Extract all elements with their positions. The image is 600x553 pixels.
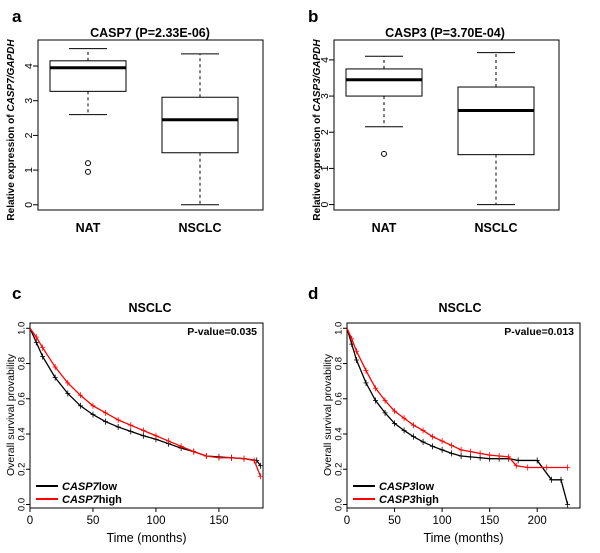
legend-entry: CASP3low (379, 481, 434, 493)
legend-entry-italic: CASP7 (62, 481, 100, 493)
legend-entry-italic: CASP3 (379, 481, 416, 493)
series-high (29, 327, 263, 480)
legend-entry-italic: CASP7 (62, 494, 100, 506)
y-axis-label: Overall survival provability (322, 353, 334, 476)
x-tick-label: 200 (528, 515, 547, 527)
y-tick-label: 0.4 (17, 427, 28, 440)
y-tick-label: 4 (23, 63, 35, 69)
y-axis-label: Relative expression of CASP7/GAPDH (6, 39, 17, 221)
p-value-annotation: P-value=0.035 (187, 326, 257, 338)
legend-entry-italic: CASP3 (379, 494, 416, 506)
x-tick-label: 50 (388, 515, 401, 527)
x-category-label: NAT (372, 221, 397, 235)
x-tick-label: 100 (433, 515, 452, 527)
box-iqr (49, 60, 127, 92)
y-tick-label: 0.0 (17, 498, 28, 511)
y-tick-label: 0.6 (17, 392, 28, 405)
x-tick-label: 50 (87, 515, 100, 527)
survival-curve (346, 328, 569, 505)
x-tick-label: 150 (480, 515, 499, 527)
y-tick-label: 0.8 (334, 357, 345, 370)
y-tick-label: 0.0 (334, 498, 345, 511)
x-category-label: NSCLC (474, 221, 517, 235)
y-tick-label: 0.2 (334, 463, 345, 476)
plot-frame (346, 322, 581, 509)
outlier-point (381, 150, 387, 157)
panel-d: d NSCLC 0.0 0.2 0.4 0.6 0.8 1.0 0 50 100 150 200 Time… (308, 284, 581, 545)
series-low (29, 328, 263, 469)
legend-entry: CASP3high (379, 494, 439, 506)
legend-entry-suffix: low (99, 481, 118, 493)
box-nat (345, 55, 423, 157)
box-nat (49, 48, 127, 175)
y-axis-label-text: Relative expression of (6, 112, 17, 221)
y-axis-label: Relative expression of CASP3/GAPDH (312, 39, 323, 221)
x-tick-label: 100 (146, 515, 165, 527)
x-category-label: NSCLC (178, 221, 221, 235)
chart-title: CASP3 (P=3.70E-04) (385, 26, 505, 40)
x-axis-label: Time (months) (423, 531, 503, 545)
y-tick-label: 0.4 (334, 427, 345, 440)
legend-entry: CASP7high (62, 494, 122, 506)
x-tick-label: 0 (344, 515, 350, 527)
box-nsclc (161, 53, 239, 206)
y-tick-label: 0.2 (17, 463, 28, 476)
series-high (346, 328, 571, 471)
y-tick-label: 4 (319, 57, 331, 63)
survival-curve (29, 327, 262, 477)
y-tick-label: 0 (319, 201, 331, 207)
x-category-label: NAT (76, 221, 101, 235)
plot-frame (333, 39, 560, 211)
y-tick-label: 1 (23, 167, 35, 173)
y-axis-label-italic: CASP3/GAPDH (312, 39, 323, 112)
survival-curve (29, 328, 262, 467)
panel-label-b: b (308, 7, 318, 26)
p-value-annotation: P-value=0.013 (504, 326, 574, 338)
y-tick-label: 0.8 (17, 357, 28, 370)
y-axis-label-italic: CASP7/GAPDH (6, 39, 17, 112)
legend-entry-suffix: low (416, 481, 435, 493)
panel-label-c: c (12, 284, 21, 303)
y-tick-label: 1.0 (17, 322, 28, 335)
y-axis-label-text: Relative expression of (312, 112, 323, 221)
panel-label-d: d (308, 284, 318, 303)
plot-frame (37, 39, 264, 211)
x-tick-label: 150 (209, 515, 228, 527)
chart-title: NSCLC (438, 301, 481, 315)
box-iqr (345, 68, 423, 97)
y-tick-label: 1 (319, 165, 331, 171)
legend-entry-suffix: high (99, 494, 122, 506)
box-iqr (161, 96, 239, 154)
legend-entry-suffix: high (416, 494, 439, 506)
chart-title: NSCLC (128, 301, 171, 315)
panel-label-a: a (12, 7, 22, 26)
plot-frame (29, 322, 264, 509)
chart-title: CASP7 (P=2.33E-06) (90, 26, 210, 40)
box-iqr (457, 86, 535, 156)
box-nsclc (457, 52, 535, 206)
survival-curve (346, 328, 568, 469)
y-tick-label: 3 (23, 98, 35, 104)
x-axis-label: Time (months) (106, 531, 186, 545)
series-low (346, 328, 571, 508)
y-tick-label: 3 (319, 93, 331, 99)
y-tick-label: 1.0 (334, 322, 345, 335)
y-tick-label: 0.6 (334, 392, 345, 405)
outlier-point (85, 160, 91, 167)
y-axis-label: Overall survival provability (5, 353, 17, 476)
legend-entry: CASP7low (62, 481, 117, 493)
y-tick-label: 2 (319, 129, 331, 135)
x-tick-label: 0 (27, 515, 33, 527)
outlier-point (85, 168, 91, 175)
y-tick-label: 2 (23, 132, 35, 138)
panel-c: c NSCLC 0.0 0.2 0.4 0.6 0.8 1.0 0 50 100 150 Time (m… (5, 284, 264, 545)
panel-a: a CASP7 (P=2.33E-06) 0 1 2 3 4 Relative express… (6, 7, 264, 235)
y-tick-label: 0 (23, 202, 35, 208)
